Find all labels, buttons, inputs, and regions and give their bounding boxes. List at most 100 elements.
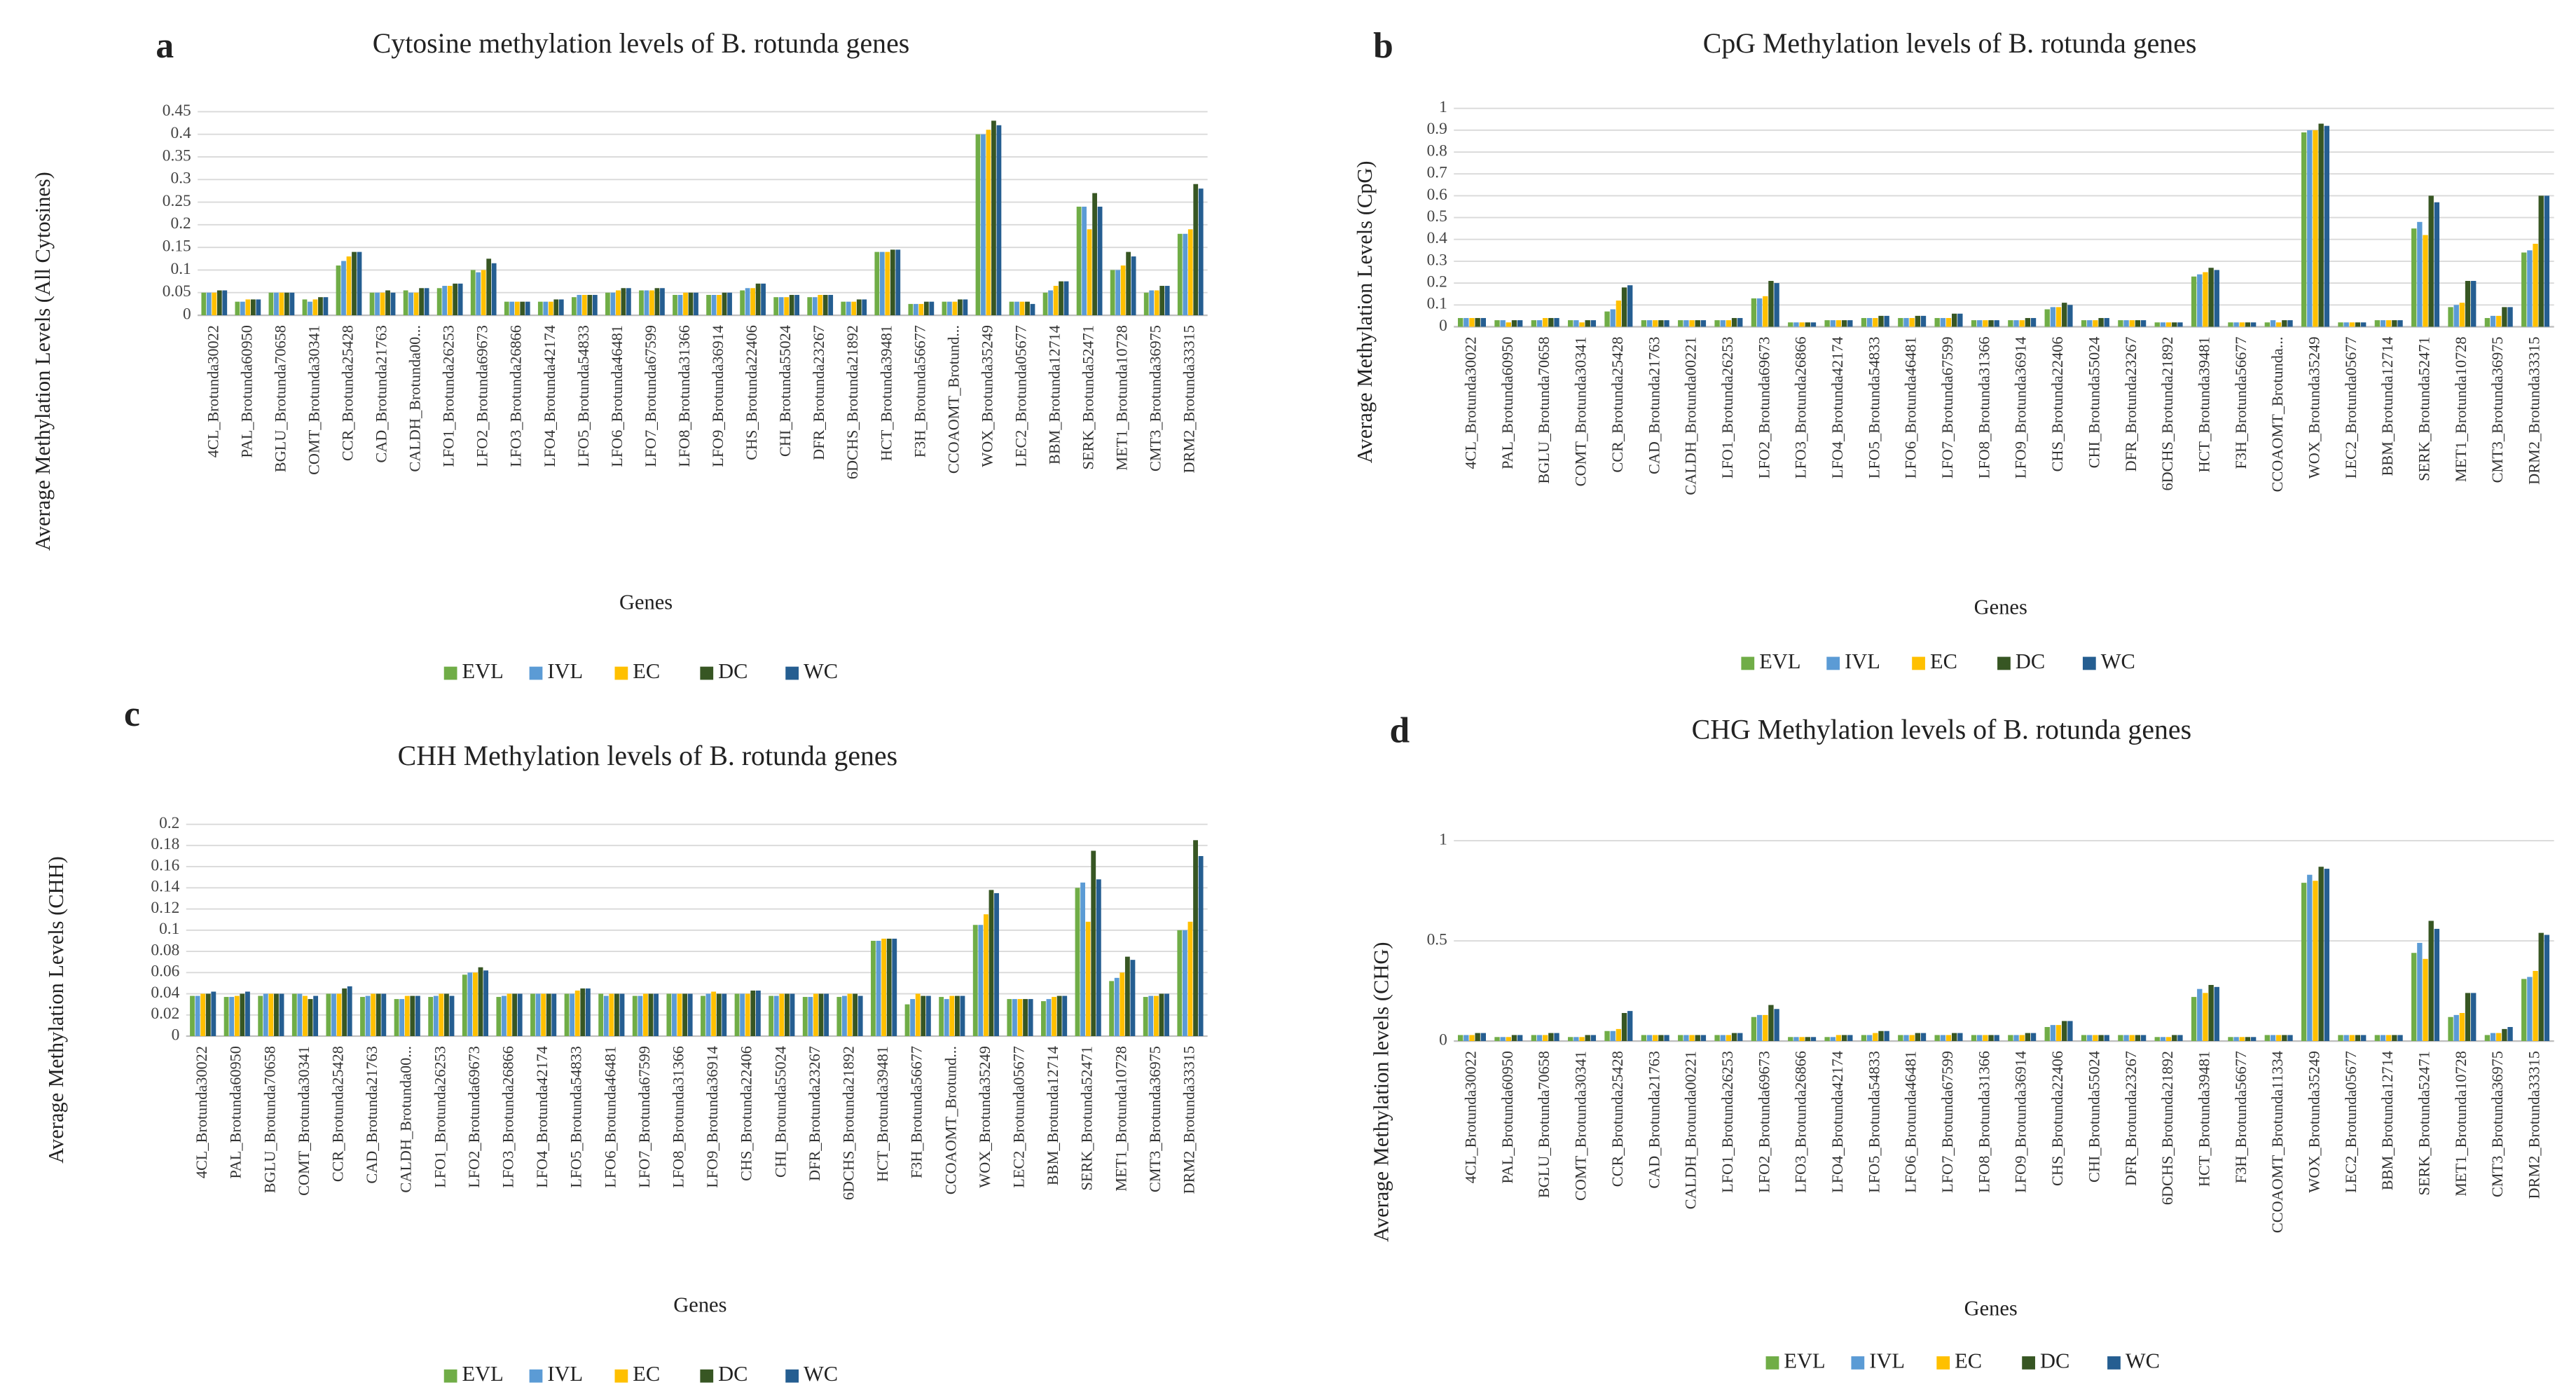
bar bbox=[2380, 320, 2386, 327]
bar bbox=[1830, 320, 1835, 327]
bar bbox=[1159, 993, 1164, 1036]
bar bbox=[537, 301, 543, 316]
x-tick-label: DFR_Brotunda23267 bbox=[2122, 336, 2140, 471]
bar bbox=[1898, 317, 1903, 327]
bar bbox=[211, 991, 216, 1036]
bar bbox=[1164, 286, 1170, 316]
bar bbox=[394, 999, 399, 1036]
x-tick-label: MET1_Brotunda10728 bbox=[1113, 325, 1131, 471]
legend-label: EC bbox=[633, 1362, 660, 1386]
bar bbox=[313, 995, 319, 1036]
bar bbox=[2129, 1035, 2135, 1042]
y-tick-label: 0.06 bbox=[151, 963, 179, 981]
bar bbox=[2228, 322, 2233, 327]
bar bbox=[2245, 322, 2251, 327]
bar bbox=[592, 294, 598, 316]
bar bbox=[1130, 960, 1136, 1036]
bar bbox=[1805, 1037, 1810, 1042]
bar bbox=[1683, 1035, 1689, 1042]
bar bbox=[2355, 322, 2361, 327]
bar bbox=[1664, 320, 1669, 327]
x-tick-label: COMT_Brotunda30341 bbox=[295, 1046, 312, 1196]
bar bbox=[750, 990, 756, 1036]
bar bbox=[2507, 1027, 2513, 1042]
bar bbox=[1909, 1035, 1915, 1042]
bar bbox=[1616, 301, 1622, 327]
bar bbox=[944, 999, 949, 1036]
y-axis-label: Average Methylation Levels (CpG) bbox=[1353, 160, 1377, 463]
bar bbox=[1903, 1035, 1909, 1042]
bar bbox=[2318, 867, 2324, 1042]
bar bbox=[1841, 1035, 1847, 1042]
bar bbox=[525, 301, 530, 316]
bar bbox=[1554, 317, 1559, 327]
legend-label: EVL bbox=[462, 1362, 504, 1386]
legend-swatch bbox=[1741, 656, 1755, 670]
bar bbox=[436, 288, 442, 316]
bar bbox=[263, 993, 268, 1036]
bar bbox=[824, 993, 829, 1036]
bar bbox=[1063, 281, 1069, 316]
y-tick-label: 0.35 bbox=[163, 146, 191, 165]
bar bbox=[929, 301, 935, 316]
x-tick-label: F3H_Brotunda56677 bbox=[911, 325, 928, 457]
bar bbox=[2030, 1033, 2037, 1042]
bar bbox=[879, 251, 885, 316]
bar bbox=[2055, 1025, 2062, 1042]
bar bbox=[2081, 320, 2087, 327]
bar bbox=[346, 256, 352, 316]
bar bbox=[2355, 1035, 2361, 1042]
x-tick-label: SERK_Brotunda52471 bbox=[2416, 336, 2433, 481]
x-tick-label: CCOAOMT_Brotunda11334 bbox=[2268, 1051, 2286, 1233]
bar bbox=[2287, 1035, 2293, 1042]
bar bbox=[1457, 317, 1463, 327]
x-tick-label: DRM2_Brotunda33315 bbox=[2526, 336, 2543, 484]
bar bbox=[1082, 207, 1087, 316]
bar bbox=[794, 294, 800, 316]
bar bbox=[610, 292, 616, 316]
bar bbox=[216, 290, 222, 316]
bar bbox=[200, 993, 206, 1036]
bar bbox=[1198, 855, 1204, 1036]
bar bbox=[205, 993, 211, 1036]
x-tick-label: DRM2_Brotunda33315 bbox=[1180, 1046, 1197, 1194]
bar bbox=[2423, 958, 2428, 1042]
bar bbox=[1641, 1035, 1647, 1042]
x-tick-label: LFO4_Brotunda42174 bbox=[533, 1046, 551, 1188]
y-tick-label: 0 bbox=[1439, 1031, 1447, 1049]
y-tick-label: 0 bbox=[1439, 317, 1447, 335]
bar bbox=[789, 294, 794, 316]
bar bbox=[1940, 317, 1946, 327]
bar bbox=[1198, 188, 1204, 316]
bar bbox=[989, 890, 994, 1036]
y-tick-label: 0.7 bbox=[1427, 164, 1448, 182]
bar bbox=[2214, 270, 2219, 327]
bar bbox=[399, 999, 405, 1036]
bar bbox=[2165, 322, 2172, 327]
bar bbox=[908, 303, 914, 316]
bar bbox=[2521, 979, 2527, 1042]
bar bbox=[1695, 1035, 1700, 1042]
bar bbox=[1062, 995, 1068, 1036]
bar bbox=[303, 995, 308, 1036]
bar bbox=[1866, 1035, 1873, 1042]
bar bbox=[2496, 1033, 2502, 1042]
bar bbox=[2008, 1035, 2013, 1042]
bar bbox=[1506, 322, 1512, 327]
bar bbox=[1052, 997, 1056, 1036]
bar bbox=[1731, 1033, 1737, 1042]
bar bbox=[983, 914, 989, 1036]
bar bbox=[2349, 1035, 2355, 1042]
x-tick-label: CCR_Brotunda25428 bbox=[329, 1046, 347, 1182]
y-tick-label: 1 bbox=[1439, 830, 1447, 848]
bar bbox=[1494, 1037, 1500, 1042]
bar bbox=[2521, 252, 2527, 327]
bar bbox=[683, 292, 688, 316]
x-tick-label: LFO8_Brotunda31366 bbox=[1975, 1051, 1992, 1193]
chart: a Cytosine methylation levels of B. rotun… bbox=[31, 26, 1208, 683]
bar bbox=[1536, 320, 1543, 327]
bar bbox=[274, 292, 279, 316]
x-tick-label: DRM2_Brotunda33315 bbox=[2526, 1051, 2543, 1199]
bar bbox=[2428, 921, 2434, 1042]
x-tick-label: LFO9_Brotunda36914 bbox=[2012, 336, 2030, 478]
